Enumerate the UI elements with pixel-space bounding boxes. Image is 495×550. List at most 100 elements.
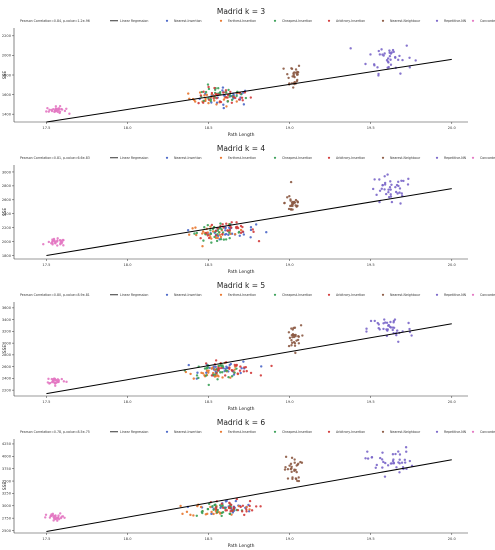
scatter-point	[219, 222, 222, 225]
scatter-point	[389, 188, 392, 191]
scatter-point	[248, 499, 252, 503]
scatter-point	[60, 515, 63, 518]
scatter-point	[215, 96, 218, 100]
scatter-point	[230, 101, 234, 104]
scatter-point	[210, 510, 213, 514]
scatter-point	[205, 369, 209, 372]
scatter-point	[228, 231, 231, 234]
scatter-point	[297, 64, 301, 68]
scatter-point	[206, 507, 210, 511]
scatter-point	[394, 452, 397, 456]
scatter-point	[217, 87, 220, 90]
scatter-point	[223, 507, 227, 510]
scatter-point	[206, 83, 210, 86]
scatter-point	[48, 108, 51, 112]
scatter-point	[42, 243, 45, 246]
scatter-point	[250, 509, 254, 512]
legend-marker	[435, 156, 439, 159]
scatter-point	[290, 465, 293, 469]
scatter-point	[232, 373, 236, 376]
legend-label: Nearest-Neighbour	[390, 293, 421, 297]
scatter-point	[290, 470, 293, 474]
x-tick-label: 20.0	[448, 400, 457, 404]
scatter-point	[193, 100, 197, 103]
legend-label: Farthest-Insertion	[228, 430, 256, 434]
scatter-point	[57, 516, 60, 519]
scatter-point	[207, 87, 211, 91]
scatter-point	[242, 360, 245, 363]
scatter-point	[290, 339, 293, 342]
scatter-point	[233, 232, 237, 236]
scatter-point	[364, 457, 367, 460]
scatter-point	[215, 103, 218, 106]
scatter-point	[290, 456, 294, 460]
scatter-point	[202, 90, 205, 93]
scatter-point	[407, 177, 410, 181]
scatter-point	[227, 375, 230, 379]
scatter-point	[218, 233, 222, 237]
legend-label: Concorde	[480, 430, 495, 434]
scatter-point	[50, 108, 53, 112]
scatter-point	[405, 450, 408, 453]
scatter-point	[65, 380, 68, 384]
scatter-point	[238, 234, 241, 237]
x-tick-label: 17.5	[42, 263, 50, 267]
scatter-point	[212, 97, 215, 100]
scatter-point	[214, 359, 218, 362]
scatter-point	[221, 376, 224, 379]
scatter-point	[189, 372, 192, 376]
scatter-point	[292, 86, 295, 89]
legend-marker	[165, 430, 169, 433]
scatter-point	[218, 504, 222, 507]
scatter-point	[387, 190, 390, 194]
scatter-point	[52, 519, 55, 522]
scatter-point	[60, 377, 63, 381]
scatter-point	[301, 334, 304, 337]
scatter-point	[286, 477, 290, 480]
scatter-point	[209, 99, 212, 103]
scatter-point	[207, 98, 211, 101]
scatter-point	[380, 187, 383, 190]
scatter-point	[51, 243, 54, 246]
scatter-point	[49, 514, 53, 518]
scatter-point	[398, 458, 401, 461]
scatter-point	[54, 107, 57, 111]
scatter-point	[45, 110, 48, 113]
scatter-point	[382, 322, 385, 325]
scatter-point	[230, 503, 233, 507]
scatter-point	[192, 377, 195, 380]
legend-label: Concorde	[480, 19, 495, 23]
x-tick-label: 19.5	[367, 126, 375, 130]
scatter-point	[236, 226, 240, 230]
scatter-point	[228, 512, 232, 516]
y-tick-label: 2800	[2, 353, 12, 357]
scatter-point	[378, 178, 381, 181]
scatter-point	[224, 238, 228, 241]
legend-label: Nearest-Insertion	[174, 430, 202, 434]
scatter-point	[296, 78, 299, 82]
y-tick-label: 4000	[2, 455, 12, 459]
scatter-point	[213, 99, 216, 102]
y-axis-label: SSE	[2, 208, 8, 217]
scatter-point	[241, 504, 245, 507]
chart-panel-4: Madrid k = 6 17.5 18.0 18.5 19.0 19.5 20.0 2500…	[2, 418, 495, 549]
scatter-point	[403, 458, 407, 462]
scatter-point	[296, 73, 299, 76]
legend-marker	[381, 156, 385, 159]
y-tick-label: 1800	[2, 73, 12, 77]
scatter-point	[56, 237, 59, 240]
scatter-point	[395, 183, 399, 187]
scatter-point	[401, 58, 404, 62]
scatter-point	[224, 89, 228, 92]
x-tick-label: 19.0	[286, 263, 295, 267]
scatter-point	[223, 374, 227, 377]
scatter-point	[227, 233, 230, 237]
legend-marker	[273, 19, 277, 22]
scatter-point	[232, 95, 235, 99]
scatter-point	[380, 458, 384, 461]
legend-marker	[273, 156, 277, 159]
scatter-point	[408, 56, 411, 59]
legend-label: Linear Regression	[120, 19, 148, 23]
scatter-point	[391, 326, 395, 329]
scatter-point	[234, 499, 238, 503]
